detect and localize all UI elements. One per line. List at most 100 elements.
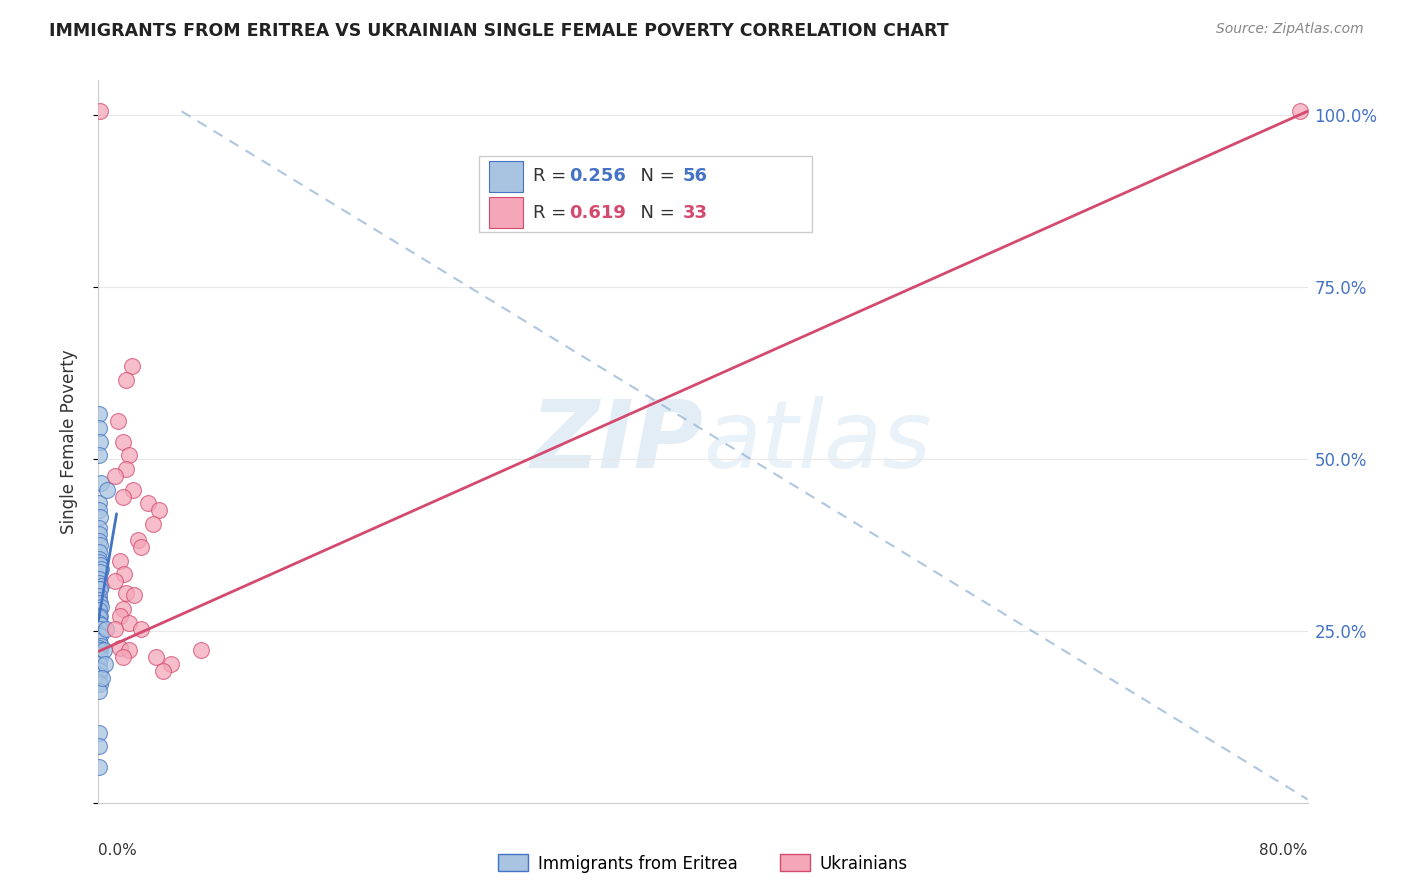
- Point: [89, 629, 111, 643]
- Point: [89, 648, 111, 662]
- Point: [90, 562, 112, 576]
- Point: [112, 567, 135, 582]
- Point: [89, 421, 111, 435]
- Point: [89, 608, 111, 623]
- Point: [89, 640, 111, 655]
- Text: IMMIGRANTS FROM ERITREA VS UKRAINIAN SINGLE FEMALE POVERTY CORRELATION CHART: IMMIGRANTS FROM ERITREA VS UKRAINIAN SIN…: [49, 22, 949, 40]
- Point: [89, 651, 111, 665]
- Point: [89, 739, 111, 754]
- Text: 80.0%: 80.0%: [1260, 843, 1308, 857]
- Point: [108, 553, 131, 567]
- Point: [90, 579, 112, 593]
- Point: [89, 510, 111, 524]
- Point: [121, 359, 143, 373]
- Point: [127, 533, 149, 547]
- Text: N =: N =: [630, 168, 681, 186]
- Point: [89, 566, 111, 580]
- Point: [107, 414, 129, 428]
- Point: [89, 623, 111, 637]
- Point: [91, 671, 114, 685]
- Point: [89, 603, 111, 617]
- Point: [89, 434, 111, 449]
- Point: [89, 555, 111, 569]
- FancyBboxPatch shape: [489, 161, 523, 192]
- Point: [122, 588, 145, 602]
- Point: [118, 448, 141, 462]
- Point: [89, 634, 111, 648]
- Point: [90, 618, 112, 632]
- Point: [115, 586, 138, 600]
- Point: [89, 551, 111, 566]
- Point: [148, 503, 170, 517]
- Text: 0.256: 0.256: [569, 168, 626, 186]
- Text: 33: 33: [682, 203, 707, 221]
- Point: [152, 664, 174, 678]
- Point: [118, 615, 141, 630]
- Point: [145, 649, 167, 664]
- Point: [90, 599, 112, 614]
- Point: [90, 475, 112, 490]
- Point: [108, 640, 131, 655]
- Point: [89, 527, 111, 541]
- Point: [108, 608, 131, 623]
- Point: [89, 572, 111, 586]
- Point: [89, 448, 111, 462]
- Legend: Immigrants from Eritrea, Ukrainians: Immigrants from Eritrea, Ukrainians: [492, 847, 914, 880]
- Point: [131, 540, 153, 554]
- Text: 0.0%: 0.0%: [98, 843, 138, 857]
- FancyBboxPatch shape: [489, 197, 523, 227]
- Point: [89, 610, 111, 624]
- Text: atlas: atlas: [703, 396, 931, 487]
- Point: [89, 538, 111, 552]
- Point: [89, 675, 111, 690]
- Text: 56: 56: [682, 168, 707, 186]
- FancyBboxPatch shape: [479, 156, 811, 232]
- Point: [136, 496, 159, 510]
- Point: [89, 590, 111, 604]
- Point: [96, 483, 118, 497]
- Point: [94, 623, 117, 637]
- Point: [89, 496, 111, 510]
- Point: [89, 104, 111, 119]
- Point: [160, 657, 183, 671]
- Point: [89, 684, 111, 698]
- Point: [89, 592, 111, 607]
- Point: [190, 643, 212, 657]
- Point: [89, 407, 111, 421]
- Point: [90, 639, 112, 653]
- Point: [112, 601, 135, 615]
- Point: [118, 643, 141, 657]
- Point: [89, 544, 111, 558]
- Point: [89, 643, 111, 657]
- Point: [89, 664, 111, 678]
- Point: [111, 490, 134, 504]
- Point: [89, 582, 111, 597]
- Point: [89, 657, 111, 671]
- Point: [89, 668, 111, 682]
- Point: [111, 434, 134, 449]
- Point: [89, 662, 111, 676]
- Point: [89, 558, 111, 573]
- Point: [1289, 104, 1312, 119]
- Point: [89, 725, 111, 739]
- Point: [112, 649, 135, 664]
- Point: [89, 520, 111, 534]
- Text: R =: R =: [533, 168, 571, 186]
- Point: [89, 615, 111, 630]
- Point: [89, 534, 111, 549]
- Point: [89, 503, 111, 517]
- Y-axis label: Single Female Poverty: Single Female Poverty: [59, 350, 77, 533]
- Point: [114, 462, 136, 476]
- Text: ZIP: ZIP: [530, 395, 703, 488]
- Point: [104, 623, 127, 637]
- Point: [89, 627, 111, 641]
- Point: [89, 760, 111, 774]
- Point: [142, 517, 165, 532]
- Point: [89, 596, 111, 610]
- Text: Source: ZipAtlas.com: Source: ZipAtlas.com: [1216, 22, 1364, 37]
- Point: [114, 373, 136, 387]
- Text: 0.619: 0.619: [569, 203, 626, 221]
- Point: [93, 643, 115, 657]
- Text: R =: R =: [533, 203, 571, 221]
- Point: [94, 657, 117, 671]
